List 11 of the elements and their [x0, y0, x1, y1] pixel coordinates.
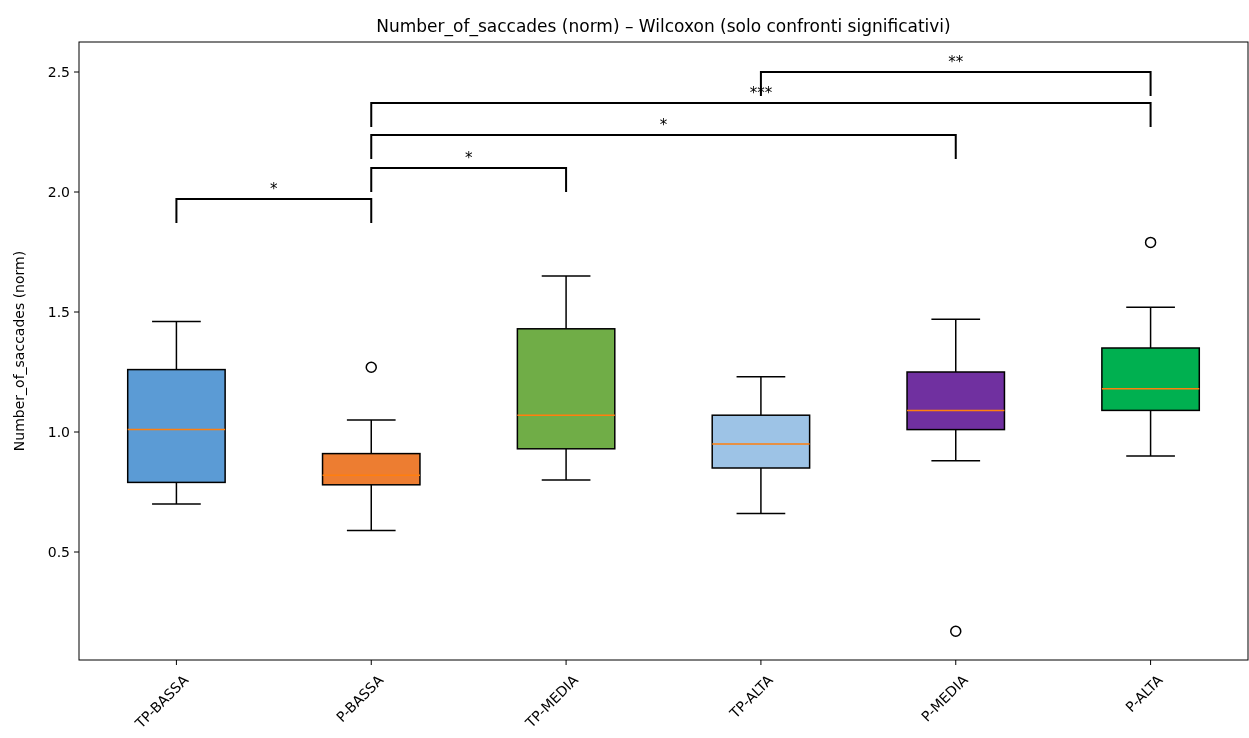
y-tick-label: 2.5: [47, 63, 70, 80]
y-tick-label: 1.5: [47, 303, 70, 320]
annotation: **: [948, 53, 964, 71]
y-tick-label: 0.5: [47, 543, 70, 560]
y-tick-label: 2.0: [47, 183, 70, 200]
y-axis-title: Number_of_saccades (norm): [11, 250, 27, 452]
chart-title: Number_of_saccades (norm) – Wilcoxon (solo confronti significativi): [376, 16, 951, 37]
y-tick-label: 1.0: [47, 423, 70, 440]
annotation: *: [464, 149, 473, 167]
annotation: *: [270, 180, 279, 198]
annotation: *: [659, 116, 668, 134]
